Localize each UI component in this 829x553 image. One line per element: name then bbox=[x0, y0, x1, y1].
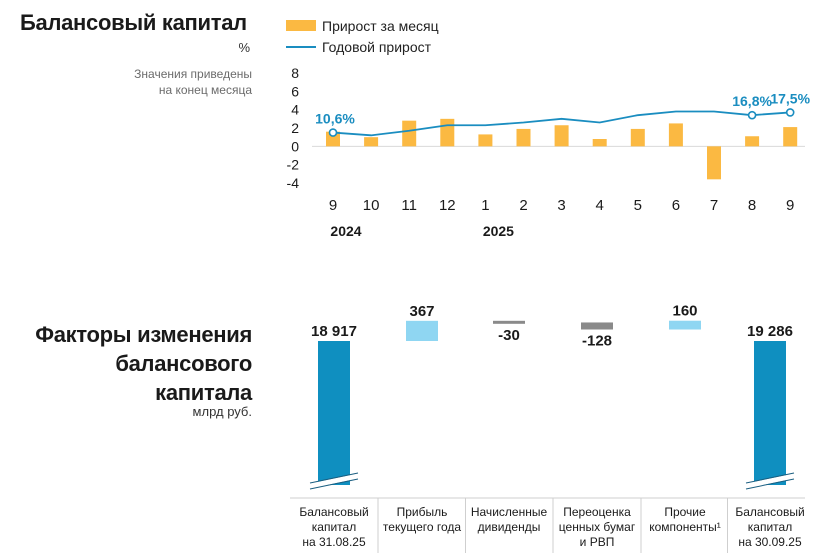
monthly-growth-bar bbox=[402, 120, 417, 147]
waterfall-category-label: капитал bbox=[312, 520, 356, 534]
waterfall-value-label: -30 bbox=[498, 327, 520, 344]
x-tick-label: 10 bbox=[363, 197, 380, 214]
monthly-growth-bar bbox=[478, 134, 493, 147]
chart2-title-line3: капитала bbox=[155, 380, 252, 405]
chart2-title-line1: Факторы изменения bbox=[35, 322, 252, 347]
waterfall-value-label: 367 bbox=[409, 303, 434, 320]
chart2-unit: млрд руб. bbox=[192, 404, 252, 419]
x-tick-label: 6 bbox=[672, 197, 680, 214]
waterfall-value-label: -128 bbox=[582, 333, 612, 350]
x-tick-label: 3 bbox=[557, 197, 565, 214]
y-tick-label: 4 bbox=[291, 102, 299, 118]
monthly-growth-bar bbox=[592, 139, 607, 147]
x-tick-label: 7 bbox=[710, 197, 718, 214]
x-tick-label: 11 bbox=[401, 197, 417, 214]
waterfall-value-label: 19 286 bbox=[747, 323, 793, 340]
x-tick-label: 8 bbox=[748, 197, 756, 214]
monthly-growth-bar bbox=[440, 118, 455, 147]
x-tick-label: 4 bbox=[596, 197, 604, 214]
x-tick-label: 5 bbox=[634, 197, 642, 214]
x-tick-label: 9 bbox=[786, 197, 794, 214]
chart1-note-line1: Значения приведены bbox=[134, 67, 252, 81]
annual-growth-marker bbox=[785, 108, 795, 117]
waterfall-category-label: ценных бумаг bbox=[559, 520, 636, 534]
monthly-growth-bar bbox=[516, 128, 531, 147]
chart2-title-line2: балансового bbox=[115, 351, 252, 376]
chart1-note: Значения приведены на конец месяца bbox=[90, 66, 252, 98]
monthly-growth-bar bbox=[630, 128, 645, 147]
waterfall-category-label: капитал bbox=[748, 520, 792, 534]
monthly-growth-bar bbox=[707, 146, 721, 180]
chart1-note-line2: на конец месяца bbox=[158, 83, 252, 97]
waterfall-category-label: на 31.08.25 bbox=[302, 535, 366, 549]
waterfall-value-label: 18 917 bbox=[311, 323, 357, 340]
year-label: 2024 bbox=[330, 223, 361, 239]
y-tick-label: 2 bbox=[291, 120, 299, 136]
annual-growth-label: 10,6% bbox=[315, 111, 355, 127]
waterfall-category-label: и РВП bbox=[580, 535, 615, 549]
axis-break-mark bbox=[745, 473, 795, 489]
monthly-growth-bar bbox=[745, 136, 760, 147]
legend-item-line: Годовой прирост bbox=[286, 36, 439, 57]
waterfall-total-bar bbox=[318, 341, 350, 485]
waterfall-category-label: компоненты¹ bbox=[649, 520, 721, 534]
waterfall-value-label: 160 bbox=[672, 303, 697, 320]
x-tick-label: 9 bbox=[329, 197, 337, 214]
waterfall-increase-bar bbox=[669, 320, 701, 330]
monthly-growth-bar bbox=[364, 137, 379, 147]
y-tick-label: 8 bbox=[291, 65, 299, 81]
x-tick-label: 12 bbox=[439, 197, 456, 214]
annual-growth-marker bbox=[328, 128, 338, 137]
waterfall-category-label: Балансовый bbox=[299, 505, 368, 519]
chart1-legend: Прирост за месяц Годовой прирост bbox=[286, 15, 439, 57]
y-tick-label: -2 bbox=[287, 157, 300, 173]
monthly-growth-bar bbox=[668, 123, 683, 147]
y-tick-label: -4 bbox=[287, 175, 300, 191]
waterfall-increase-bar bbox=[406, 320, 438, 341]
y-tick-label: 6 bbox=[291, 83, 299, 99]
monthly-growth-bar bbox=[783, 127, 798, 147]
waterfall-category-label: Балансовый bbox=[735, 505, 804, 519]
chart2-title: Факторы изменения балансового капитала bbox=[20, 320, 252, 407]
waterfall-category-label: Переоценка bbox=[563, 505, 631, 519]
year-label: 2025 bbox=[483, 223, 514, 239]
waterfall-category-label: Прибыль bbox=[397, 505, 448, 519]
waterfall-decrease-bar bbox=[493, 320, 525, 324]
waterfall-category-label: на 30.09.25 bbox=[738, 535, 802, 549]
legend-item-bar: Прирост за месяц bbox=[286, 15, 439, 36]
y-tick-label: 0 bbox=[291, 138, 299, 154]
annual-growth-line bbox=[332, 110, 791, 137]
waterfall-category-label: Прочие bbox=[664, 505, 706, 519]
annual-growth-label: 16,8% bbox=[732, 93, 772, 109]
legend-bar-swatch bbox=[286, 20, 316, 31]
axis-break-lines bbox=[309, 472, 359, 490]
legend-line-swatch bbox=[286, 45, 316, 48]
x-tick-label: 2 bbox=[519, 197, 527, 214]
waterfall-category-label: Начисленные bbox=[471, 505, 548, 519]
chart1-unit: % bbox=[238, 40, 250, 55]
waterfall-category-label: дивиденды bbox=[478, 520, 541, 534]
annual-growth-marker bbox=[747, 110, 757, 120]
legend-bar-label: Прирост за месяц bbox=[322, 17, 439, 34]
axis-break-mark bbox=[309, 473, 359, 489]
annual-growth-label: 17,5% bbox=[770, 90, 810, 106]
waterfall-decrease-bar bbox=[581, 322, 613, 330]
chart1-title: Балансовый капитал bbox=[20, 10, 247, 35]
waterfall-total-bar bbox=[754, 341, 786, 485]
monthly-growth-bar bbox=[554, 125, 569, 147]
x-tick-label: 1 bbox=[481, 197, 489, 214]
axis-break-lines bbox=[745, 472, 795, 490]
monthly-growth-bar bbox=[326, 131, 340, 147]
legend-line-label: Годовой прирост bbox=[322, 38, 432, 55]
waterfall-category-label: текущего года bbox=[383, 520, 461, 534]
